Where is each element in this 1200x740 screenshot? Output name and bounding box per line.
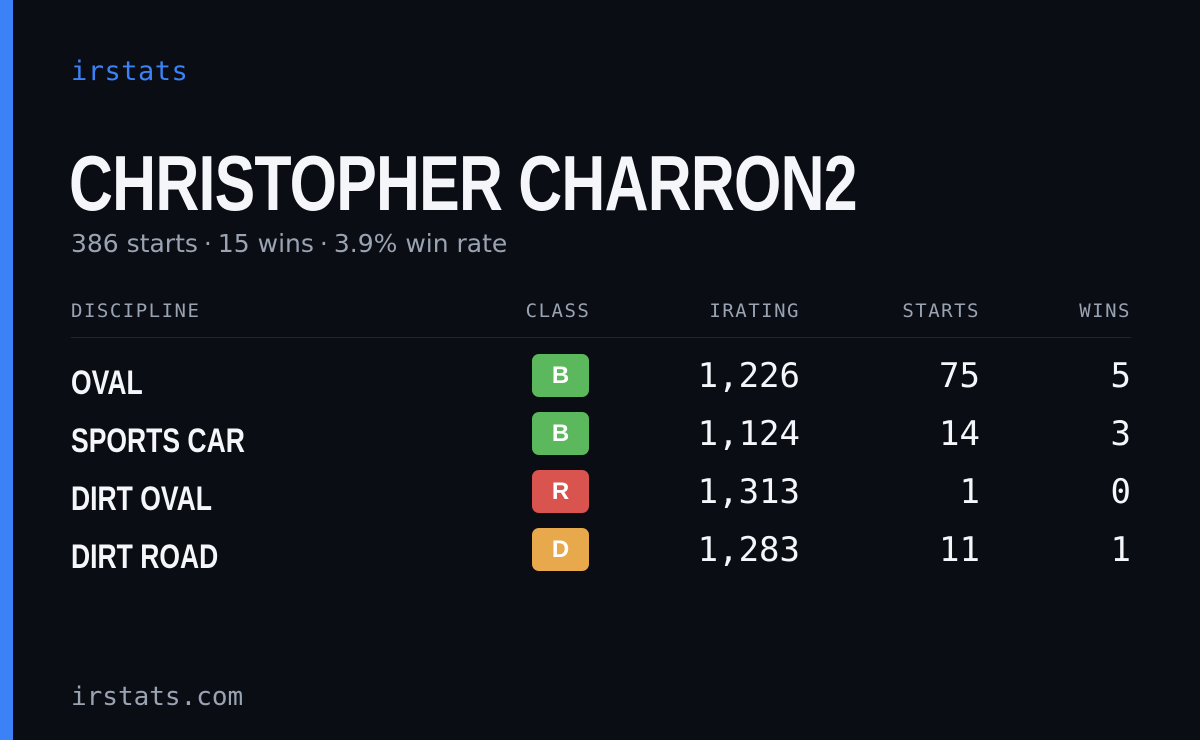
starts-value: 14 xyxy=(939,414,980,454)
accent-bar xyxy=(0,0,13,740)
driver-name: CHRISTOPHER CHARRON2 xyxy=(69,139,858,227)
header-irating: IRATING xyxy=(709,300,800,322)
class-badge: D xyxy=(532,528,589,571)
stats-table: DISCIPLINE CLASS IRATING STARTS WINS OVA… xyxy=(71,296,1131,586)
summary-wins: 15 wins xyxy=(217,229,314,258)
header-starts: STARTS xyxy=(902,300,980,322)
summary-starts: 386 starts xyxy=(71,229,198,258)
irating-value: 1,313 xyxy=(697,472,800,512)
starts-value: 11 xyxy=(939,530,980,570)
discipline-name: DIRT OVAL xyxy=(71,480,212,518)
discipline-name: SPORTS CAR xyxy=(71,422,245,460)
starts-value: 75 xyxy=(939,356,980,396)
header-class: CLASS xyxy=(525,300,591,322)
header-wins: WINS xyxy=(1079,300,1131,322)
class-badge: B xyxy=(532,412,589,455)
brand-logo: irstats xyxy=(71,56,189,87)
header-discipline: DISCIPLINE xyxy=(71,300,201,322)
summary-separator: · xyxy=(203,229,212,258)
table-row: DIRT OVAL R 1,313 1 0 xyxy=(71,470,1131,528)
class-badge: R xyxy=(532,470,589,513)
footer-url: irstats.com xyxy=(71,682,244,712)
discipline-name: DIRT ROAD xyxy=(71,538,219,576)
wins-value: 5 xyxy=(1110,356,1131,396)
summary-separator: · xyxy=(319,229,328,258)
class-badge: B xyxy=(532,354,589,397)
irating-value: 1,124 xyxy=(697,414,800,454)
wins-value: 0 xyxy=(1110,472,1131,512)
table-row: SPORTS CAR B 1,124 14 3 xyxy=(71,412,1131,470)
table-row: OVAL B 1,226 75 5 xyxy=(71,354,1131,412)
table-body: OVAL B 1,226 75 5 SPORTS CAR B 1,124 14 … xyxy=(71,354,1131,586)
irating-value: 1,226 xyxy=(697,356,800,396)
wins-value: 1 xyxy=(1110,530,1131,570)
starts-value: 1 xyxy=(959,472,980,512)
discipline-name: OVAL xyxy=(71,364,143,402)
irating-value: 1,283 xyxy=(697,530,800,570)
summary-win-rate: 3.9% win rate xyxy=(333,229,508,258)
table-header: DISCIPLINE CLASS IRATING STARTS WINS xyxy=(71,296,1131,338)
wins-value: 3 xyxy=(1110,414,1131,454)
driver-summary: 386 starts · 15 wins · 3.9% win rate xyxy=(71,229,507,258)
table-row: DIRT ROAD D 1,283 11 1 xyxy=(71,528,1131,586)
